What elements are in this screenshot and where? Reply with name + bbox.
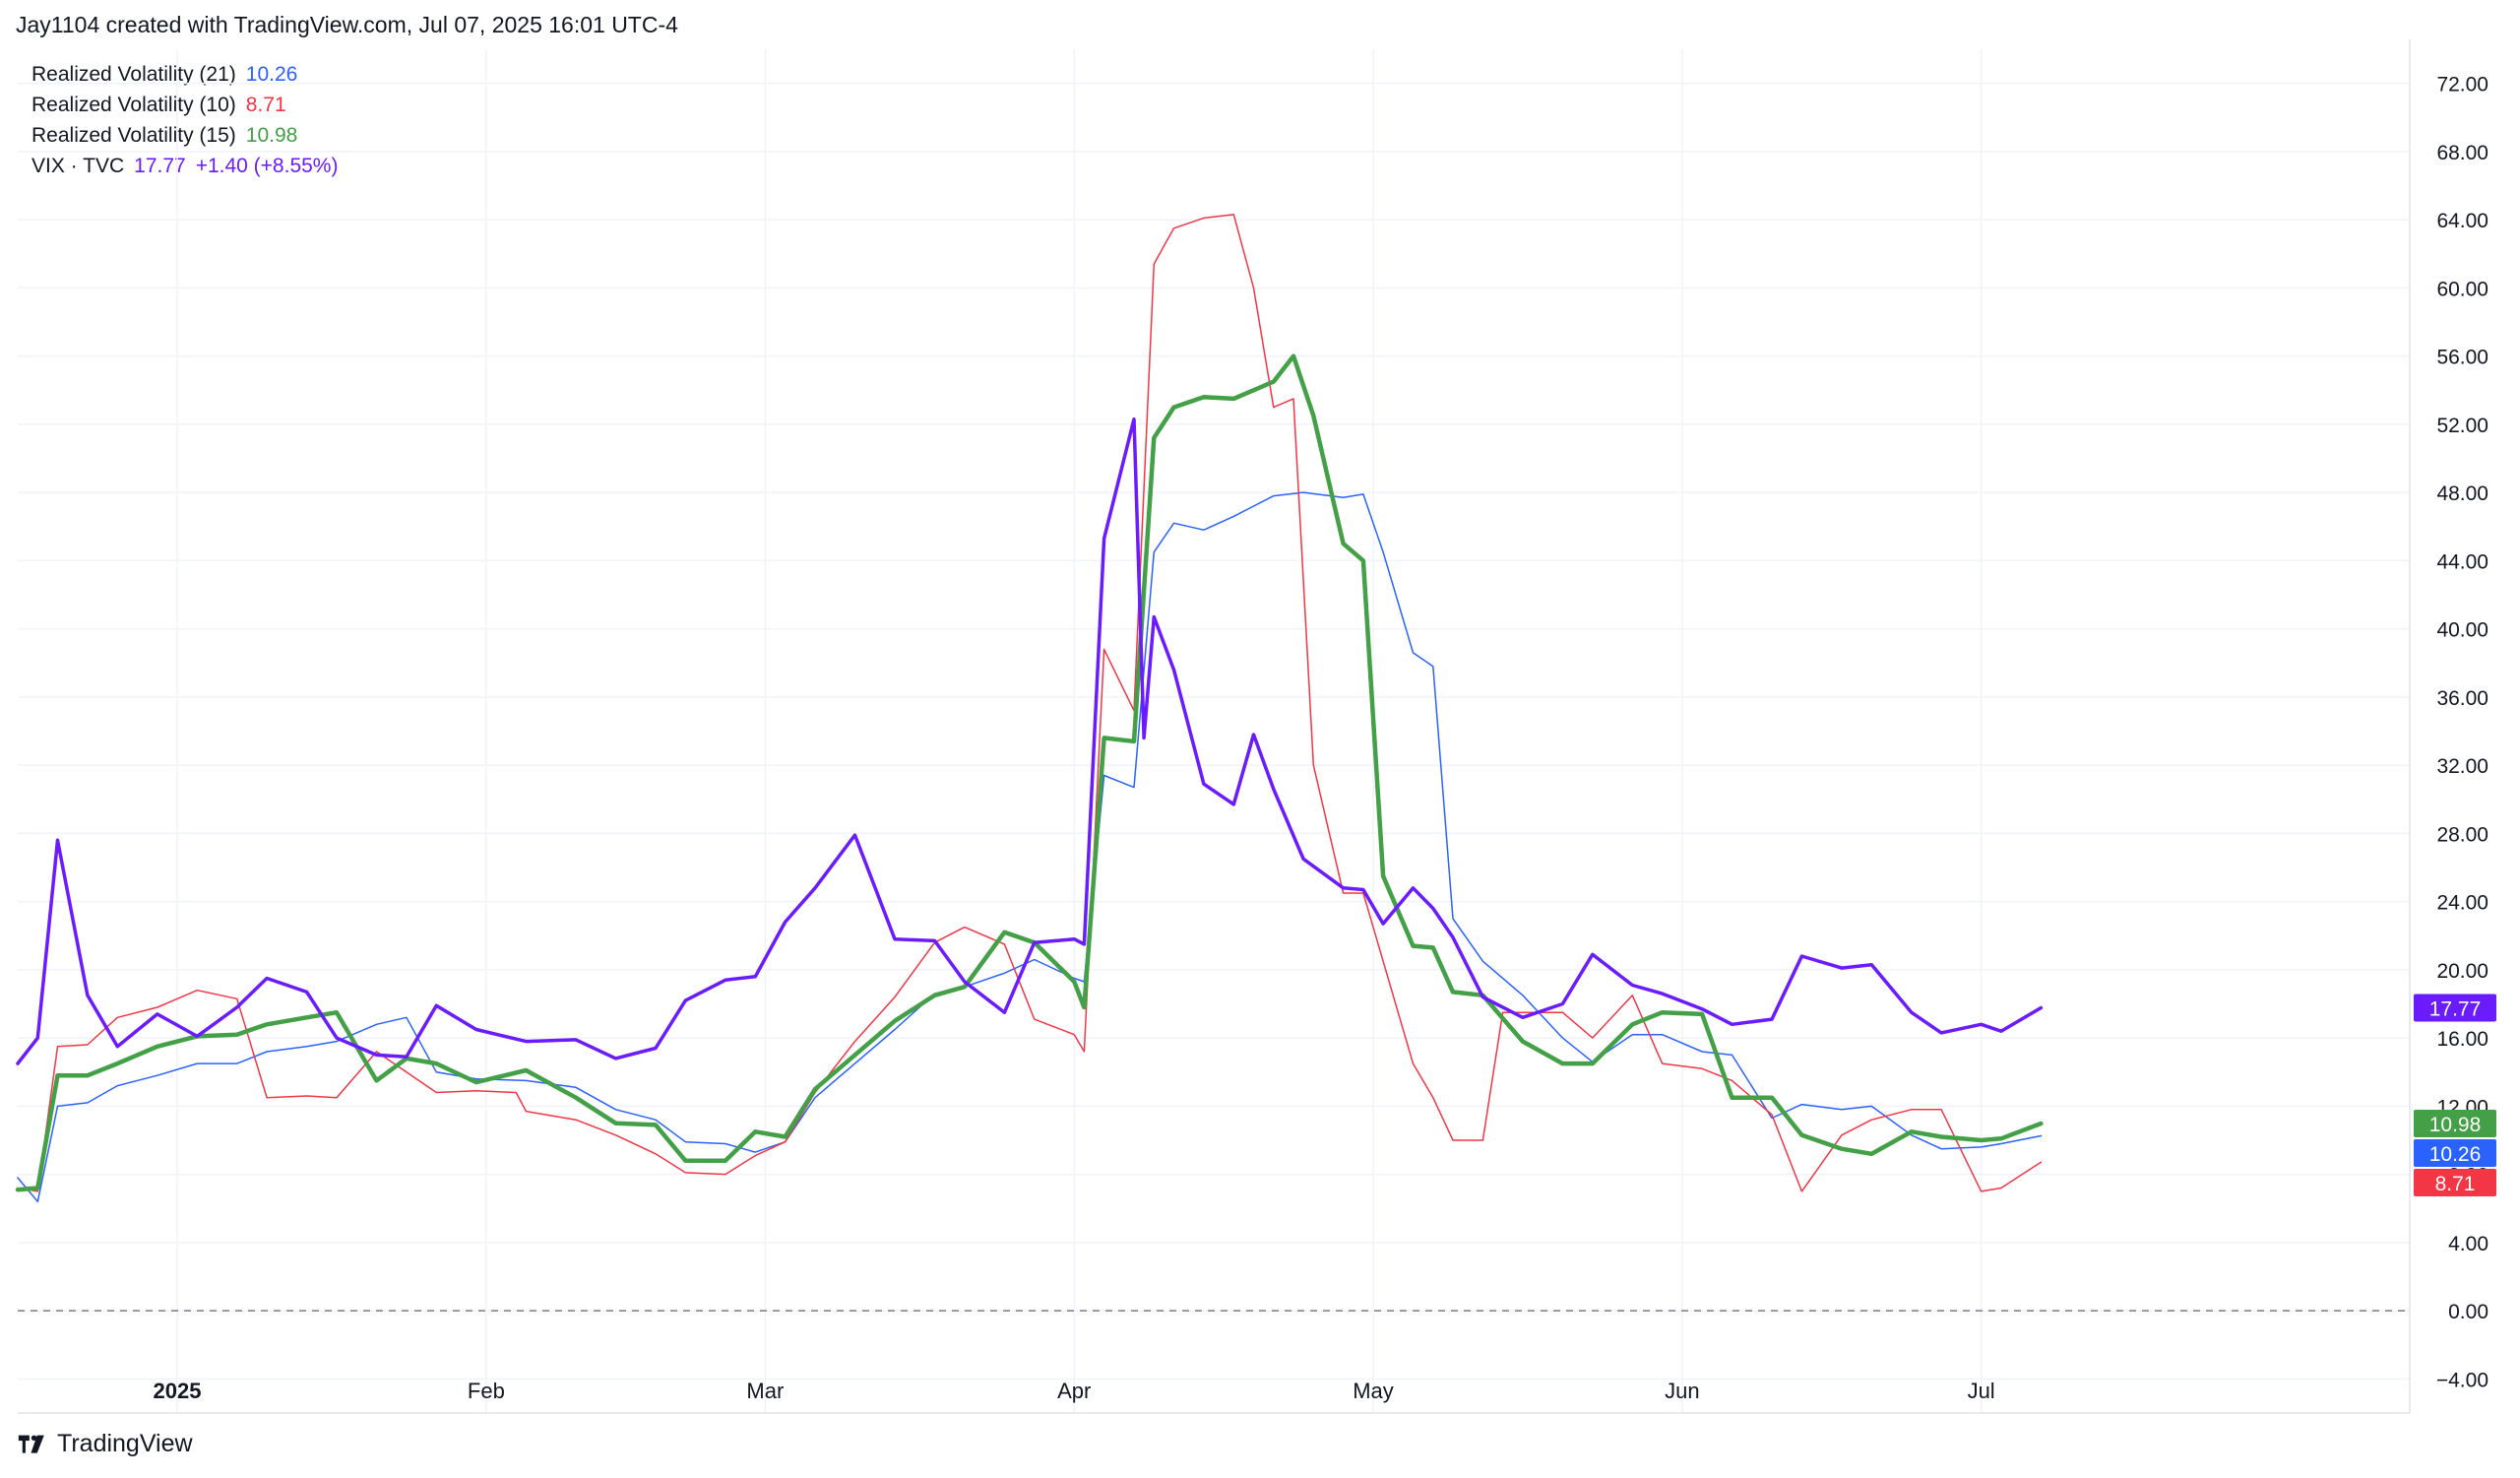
y-tick-label: 20.00 [2436, 960, 2488, 983]
y-tick-label: 16.00 [2436, 1028, 2488, 1051]
y-tick-label: 68.00 [2436, 142, 2488, 164]
x-tick-label: 2025 [154, 1379, 202, 1403]
legend-label: Realized Volatility (21) [32, 63, 236, 86]
series-lines [15, 214, 2044, 1203]
y-tick-label: 64.00 [2436, 210, 2488, 232]
series-line-3[interactable] [16, 417, 2044, 1065]
tradingview-logo-icon [18, 1435, 44, 1453]
legend-item-rv15[interactable]: Realized Volatility (15) 10.98 [32, 120, 338, 151]
chart-header-caption: Jay1104 created with TradingView.com, Ju… [16, 12, 678, 37]
x-axis: 2025 Feb Mar Apr May Jun Jul [154, 1379, 1995, 1403]
legend-item-rv10[interactable]: Realized Volatility (10) 8.71 [32, 90, 338, 120]
x-tick-label: Feb [468, 1379, 505, 1403]
legend-value: 17.77 [134, 155, 186, 177]
last-value-badge [2414, 1110, 2496, 1138]
y-tick-label: 48.00 [2436, 482, 2488, 505]
footer-brand-text: TradingView [57, 1430, 193, 1457]
x-tick-label: Jun [1665, 1379, 1699, 1403]
y-tick-label: 4.00 [2448, 1233, 2488, 1255]
y-tick-label: 60.00 [2436, 278, 2488, 300]
legend-value: 8.71 [245, 94, 286, 116]
legend-value: 10.26 [245, 63, 298, 86]
y-tick-label: 0.00 [2448, 1301, 2488, 1323]
last-value-labels: 17.77 10.98 10.26 8.71 [2414, 994, 2496, 1197]
last-value-badge [2414, 1139, 2496, 1168]
last-value-text: 17.77 [2429, 997, 2482, 1020]
y-tick-label: 24.00 [2436, 892, 2488, 915]
last-value-text: 8.71 [2435, 1173, 2476, 1195]
legend-item-rv21[interactable]: Realized Volatility (21) 10.26 [32, 59, 338, 90]
last-value-text: 10.98 [2429, 1114, 2482, 1136]
chart-legend: Realized Volatility (21) 10.26 Realized V… [32, 59, 338, 181]
x-tick-label: Jul [1968, 1379, 1995, 1403]
legend-label: VIX · TVC [32, 155, 125, 177]
y-tick-label: 52.00 [2436, 415, 2488, 437]
legend-label: Realized Volatility (15) [32, 124, 236, 147]
series-line-0[interactable] [17, 491, 2043, 1203]
y-tick-label: 72.00 [2436, 74, 2488, 96]
y-tick-label: −4.00 [2436, 1369, 2488, 1391]
y-tick-label: 28.00 [2436, 823, 2488, 846]
x-tick-label: Mar [746, 1379, 784, 1403]
last-value-badge [2414, 994, 2496, 1022]
y-tick-label: 56.00 [2436, 347, 2488, 369]
x-tick-label: Apr [1057, 1379, 1091, 1403]
x-tick-label: May [1353, 1379, 1394, 1403]
last-value-text: 10.26 [2429, 1143, 2482, 1166]
y-tick-label: 36.00 [2436, 687, 2488, 710]
chart-grid [18, 39, 2411, 1414]
y-tick-label: 40.00 [2436, 619, 2488, 642]
legend-value: 10.98 [245, 124, 298, 147]
footer-branding: TradingView [16, 1430, 193, 1458]
last-value-badge [2414, 1169, 2496, 1197]
legend-item-vix[interactable]: VIX · TVC 17.77 +1.40 (+8.55%) [32, 151, 338, 181]
y-tick-label: 32.00 [2436, 755, 2488, 778]
series-line-1[interactable] [17, 214, 2043, 1192]
y-tick-label: 44.00 [2436, 550, 2488, 573]
legend-label: Realized Volatility (10) [32, 94, 236, 116]
legend-change: +1.40 (+8.55%) [195, 155, 339, 177]
